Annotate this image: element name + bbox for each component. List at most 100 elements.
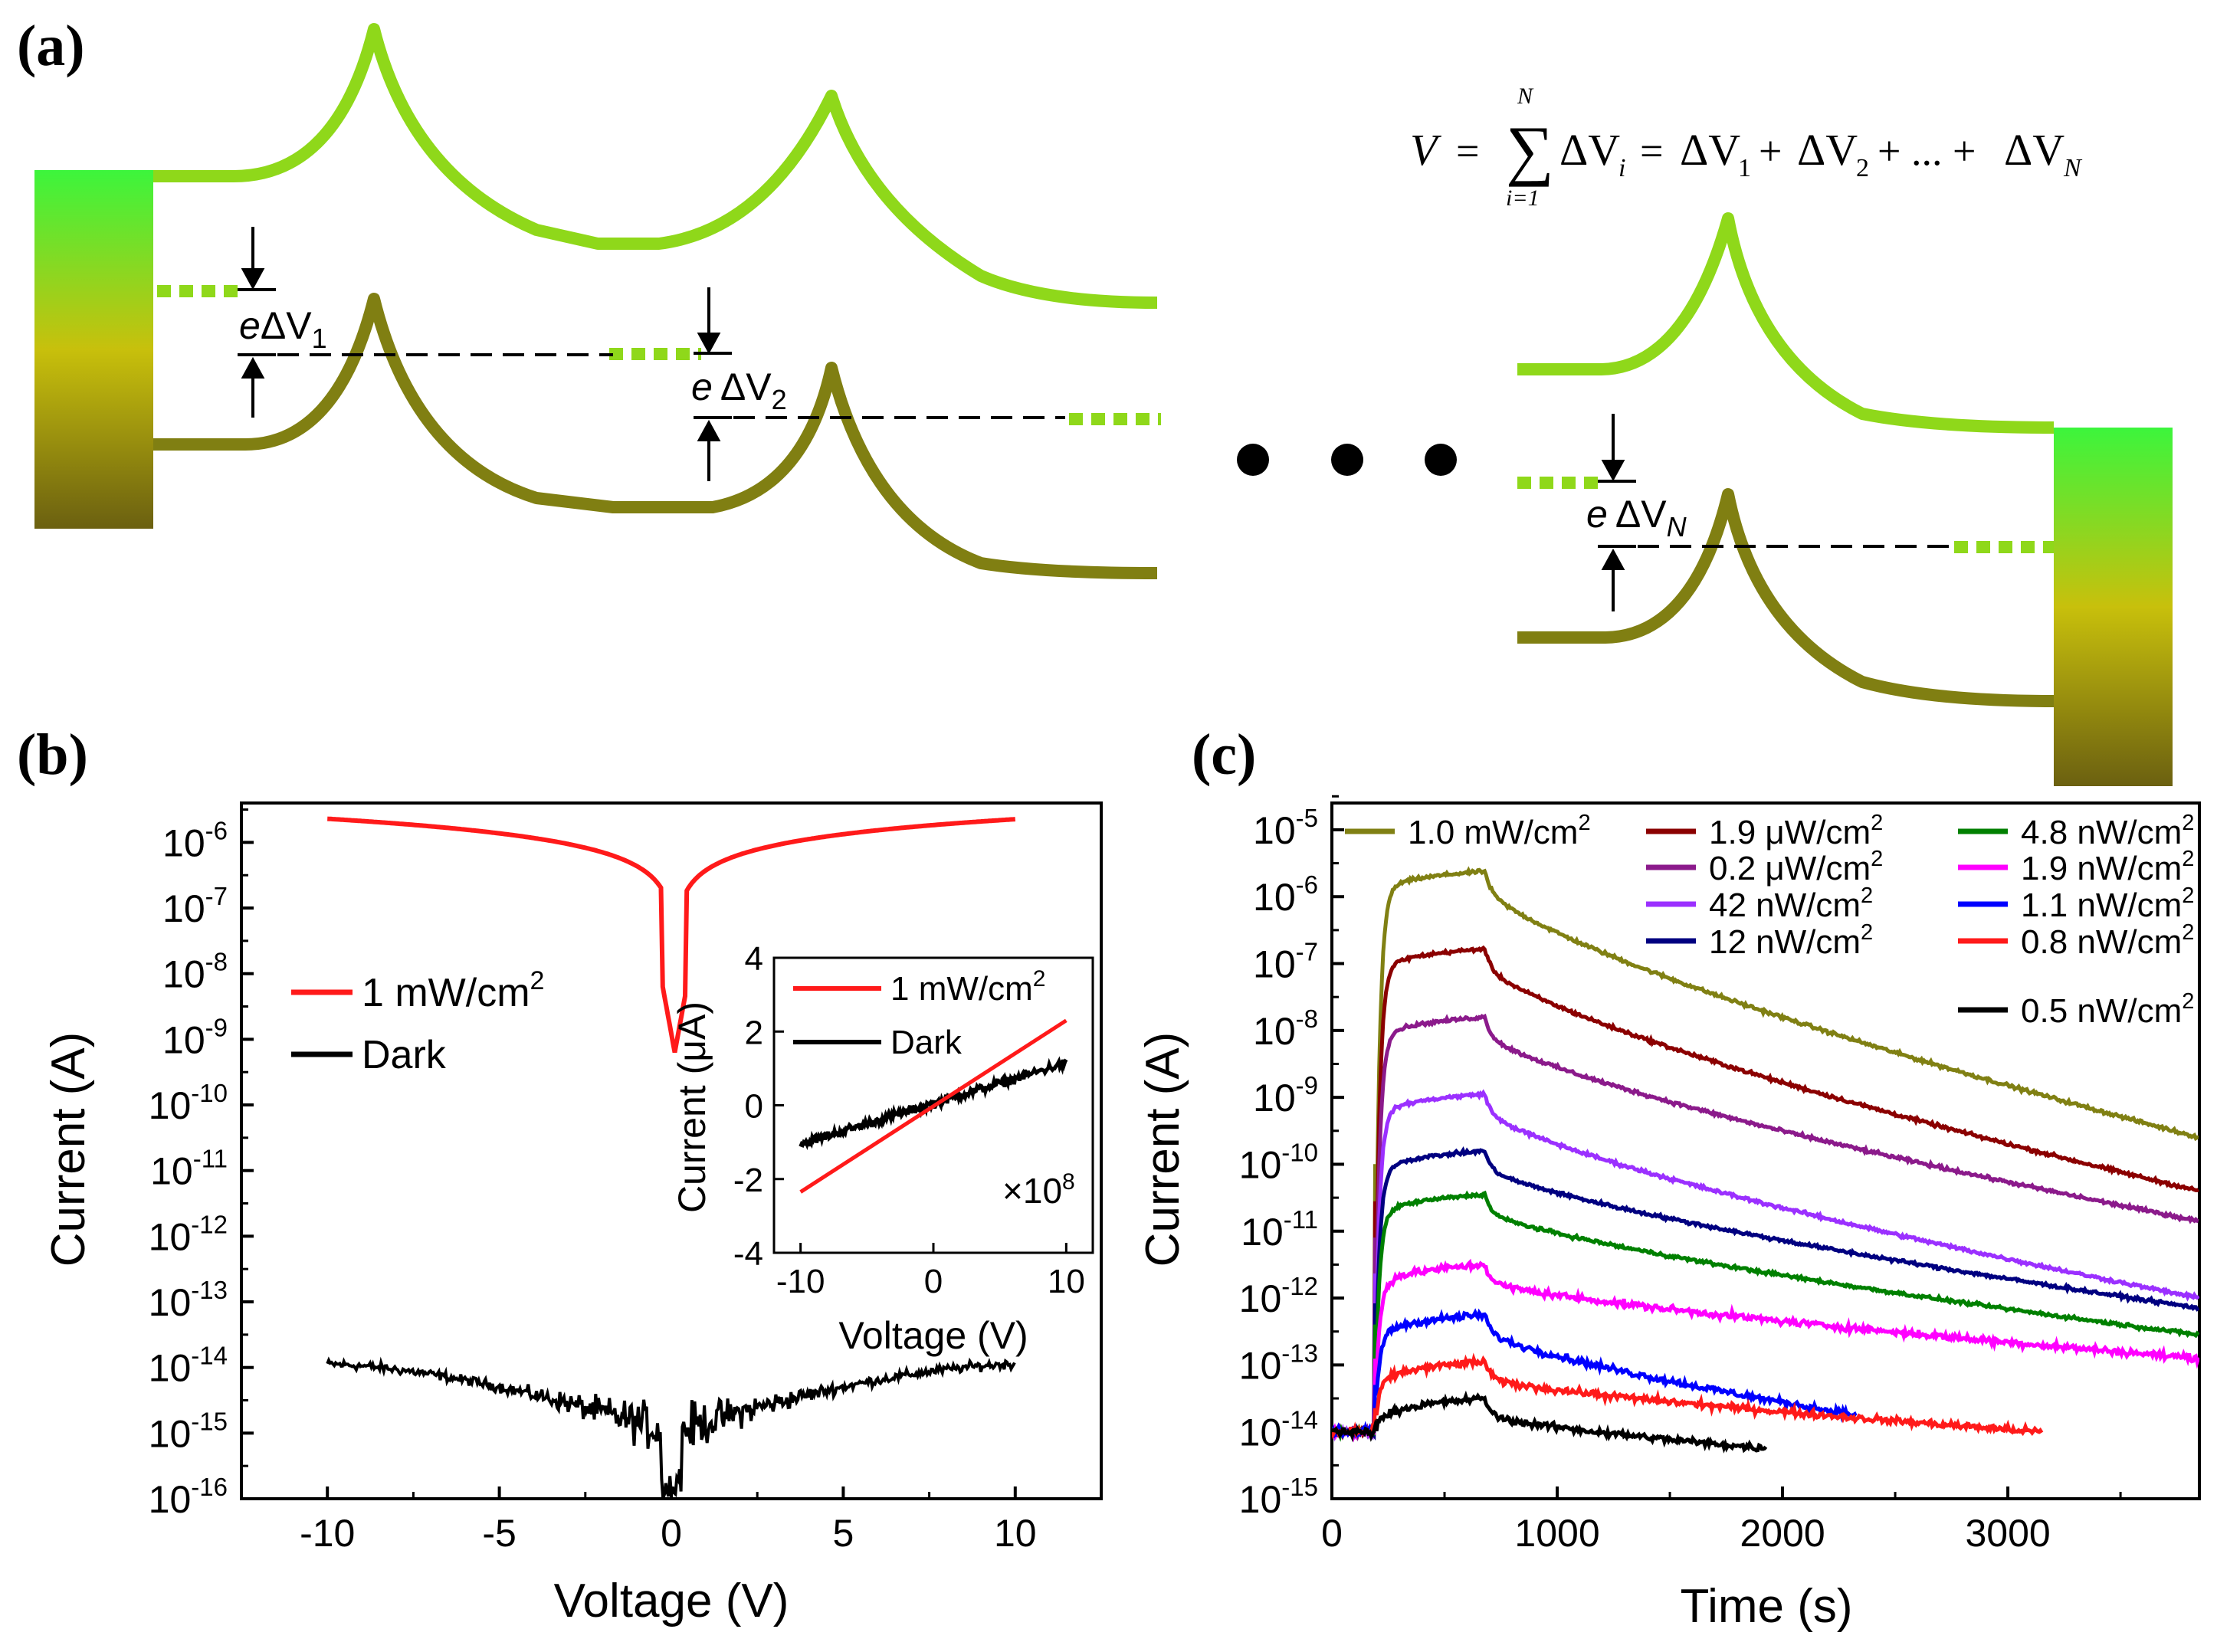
series-c-9	[1332, 1390, 1768, 1454]
y-tick-label-b: 10-7	[162, 882, 228, 930]
svg-text:1: 1	[1738, 154, 1751, 182]
panel-c-time-response: (c) 10-1510-1410-1310-1210-1110-1010-910…	[1136, 723, 2201, 1633]
voltage-sum-equation: V = ∑ N i=1 ΔV i = ΔV 1 + ΔV 2 + ... + Δ…	[1410, 84, 2083, 211]
panel-b-iv-curve: (b) 10-1610-1510-1410-1310-1210-1110-101…	[17, 723, 1103, 1627]
svg-text:i=1: i=1	[1506, 185, 1540, 211]
x-tick-label-c: 3000	[1965, 1512, 2050, 1555]
inset-series	[799, 1018, 1068, 1194]
fermi-levels	[157, 285, 2054, 553]
inset-x-axis: -10 0 10	[776, 1243, 1085, 1300]
x-axis-label-c: Time (s)	[1681, 1580, 1853, 1633]
arrow-down-icon	[1601, 460, 1625, 482]
legend-b-dark-label: Dark	[362, 1033, 447, 1077]
series-c-3	[1332, 1089, 2199, 1442]
ellipsis-dots	[1237, 444, 1457, 476]
x-axis-b: -10 -5 0 5 10	[300, 1486, 1037, 1555]
inset-y-tick-label: -2	[733, 1162, 763, 1199]
series-b	[326, 816, 1016, 1499]
reference-lines	[245, 353, 1954, 548]
y-tick-label-c: 10-6	[1253, 870, 1318, 919]
y-tick-label-c: 10-11	[1241, 1205, 1318, 1254]
series-c-0	[1332, 866, 2199, 1438]
series-c-4	[1332, 1146, 2199, 1441]
svg-text:2: 2	[1856, 154, 1869, 182]
inset-x-tick-label: 10	[1048, 1263, 1085, 1300]
legend-b: 1 mW/cm2 Dark	[291, 966, 544, 1077]
svg-text:i: i	[1618, 154, 1625, 182]
y-tick-label-b: 10-16	[149, 1473, 228, 1521]
series-b-light	[327, 816, 1016, 1054]
series-c-1	[1332, 945, 2199, 1441]
y-tick-label-c: 10-15	[1239, 1473, 1318, 1521]
svg-text:V: V	[1410, 125, 1442, 175]
plot-frame-c	[1330, 801, 2201, 1500]
inset-y-tick-label: 0	[745, 1088, 763, 1126]
series-c-2	[1332, 1013, 2199, 1442]
series-b-dark	[326, 1356, 1016, 1499]
arrow-up-icon	[697, 419, 721, 441]
series-c-7	[1332, 1308, 1858, 1441]
x-tick-label-b: 5	[832, 1512, 854, 1555]
svg-text:∑: ∑	[1506, 113, 1554, 188]
y-tick-label-c: 10-8	[1253, 1005, 1318, 1053]
svg-text:=: =	[1640, 128, 1663, 174]
legend-b-light-label: 1 mW/cm2	[362, 966, 544, 1015]
svg-text:ΔV: ΔV	[1559, 125, 1620, 175]
y-tick-label-c: 10-9	[1253, 1071, 1318, 1119]
series-c-6	[1332, 1258, 2199, 1443]
inset-x-tick-label: -10	[776, 1263, 825, 1300]
legend-c-label: 0.5 nW/cm2	[2021, 989, 2194, 1030]
legend-c-label: 1.9 μW/cm2	[1709, 811, 1883, 851]
arrow-up-icon	[1601, 548, 1625, 570]
inset-series-light	[799, 1018, 1068, 1194]
panel-a-label: (a)	[17, 14, 85, 78]
arrow-up-icon	[241, 356, 265, 379]
y-tick-label-b: 10-11	[150, 1145, 228, 1193]
inset-y-axis: -4 -2 0 2 4	[733, 940, 784, 1273]
y-axis-label-b: Current (A)	[42, 1032, 95, 1267]
x-axis-c: 0 1000 2000 3000	[1321, 1486, 2122, 1555]
x-tick-label-b: 10	[994, 1512, 1037, 1555]
valence-band-right	[1517, 488, 2055, 707]
x-tick-label-c: 2000	[1740, 1512, 1825, 1555]
legend-c-label: 1.0 mW/cm2	[1408, 811, 1591, 851]
y-tick-label-b: 10-6	[162, 816, 228, 864]
arrow-down-icon	[241, 268, 265, 290]
y-tick-label-c: 10-10	[1239, 1138, 1318, 1186]
conduction-band-upper	[153, 23, 1158, 309]
legend-c-label: 0.8 nW/cm2	[2021, 920, 2194, 961]
panel-c-label: (c)	[1192, 723, 1256, 787]
svg-text:+ ... +: + ... +	[1878, 128, 1976, 174]
x-axis-label-b: Voltage (V)	[554, 1575, 789, 1627]
x-tick-label-c: 0	[1321, 1512, 1343, 1555]
x-tick-label-c: 1000	[1514, 1512, 1599, 1555]
inset-y-label: Current (μA)	[671, 1001, 713, 1213]
dv1-label: eΔV1	[239, 304, 327, 354]
legend-c-label: 1.9 nW/cm2	[2021, 847, 2194, 887]
inset-x-tick-label: 0	[924, 1263, 943, 1300]
arrow-down-icon	[697, 333, 721, 355]
y-tick-label-c: 10-13	[1239, 1339, 1318, 1387]
svg-text:+: +	[1759, 128, 1782, 174]
y-tick-label-c: 10-12	[1239, 1272, 1318, 1320]
inset-series-dark	[799, 1056, 1068, 1151]
inset-legend-dark: Dark	[890, 1024, 963, 1061]
panel-b-label: (b)	[17, 723, 88, 787]
conduction-band-right	[1517, 212, 2055, 434]
legend-c-label: 1.1 nW/cm2	[2021, 883, 2194, 924]
legend-c-label: 4.8 nW/cm2	[2021, 811, 2194, 851]
legend-c-label: 12 nW/cm2	[1709, 920, 1873, 961]
y-axis-c: 10-15 10-14 10-13 10-12 10-11 10-10 10-9 10-8 10…	[1239, 795, 1344, 1521]
inset-scale-annotation: ×108	[1002, 1169, 1075, 1211]
x-tick-label-b: -10	[300, 1512, 355, 1555]
x-tick-label-b: 0	[661, 1512, 682, 1555]
x-tick-label-b: -5	[482, 1512, 516, 1555]
legend-c-label: 42 nW/cm2	[1709, 883, 1873, 924]
panel-a-band-diagram: (a)	[17, 14, 2173, 786]
inset-y-tick-label: -4	[733, 1235, 763, 1273]
y-axis-label-c: Current (A)	[1136, 1032, 1189, 1267]
y-tick-label-b: 10-14	[149, 1342, 228, 1390]
svg-text:ΔV: ΔV	[2004, 125, 2064, 175]
